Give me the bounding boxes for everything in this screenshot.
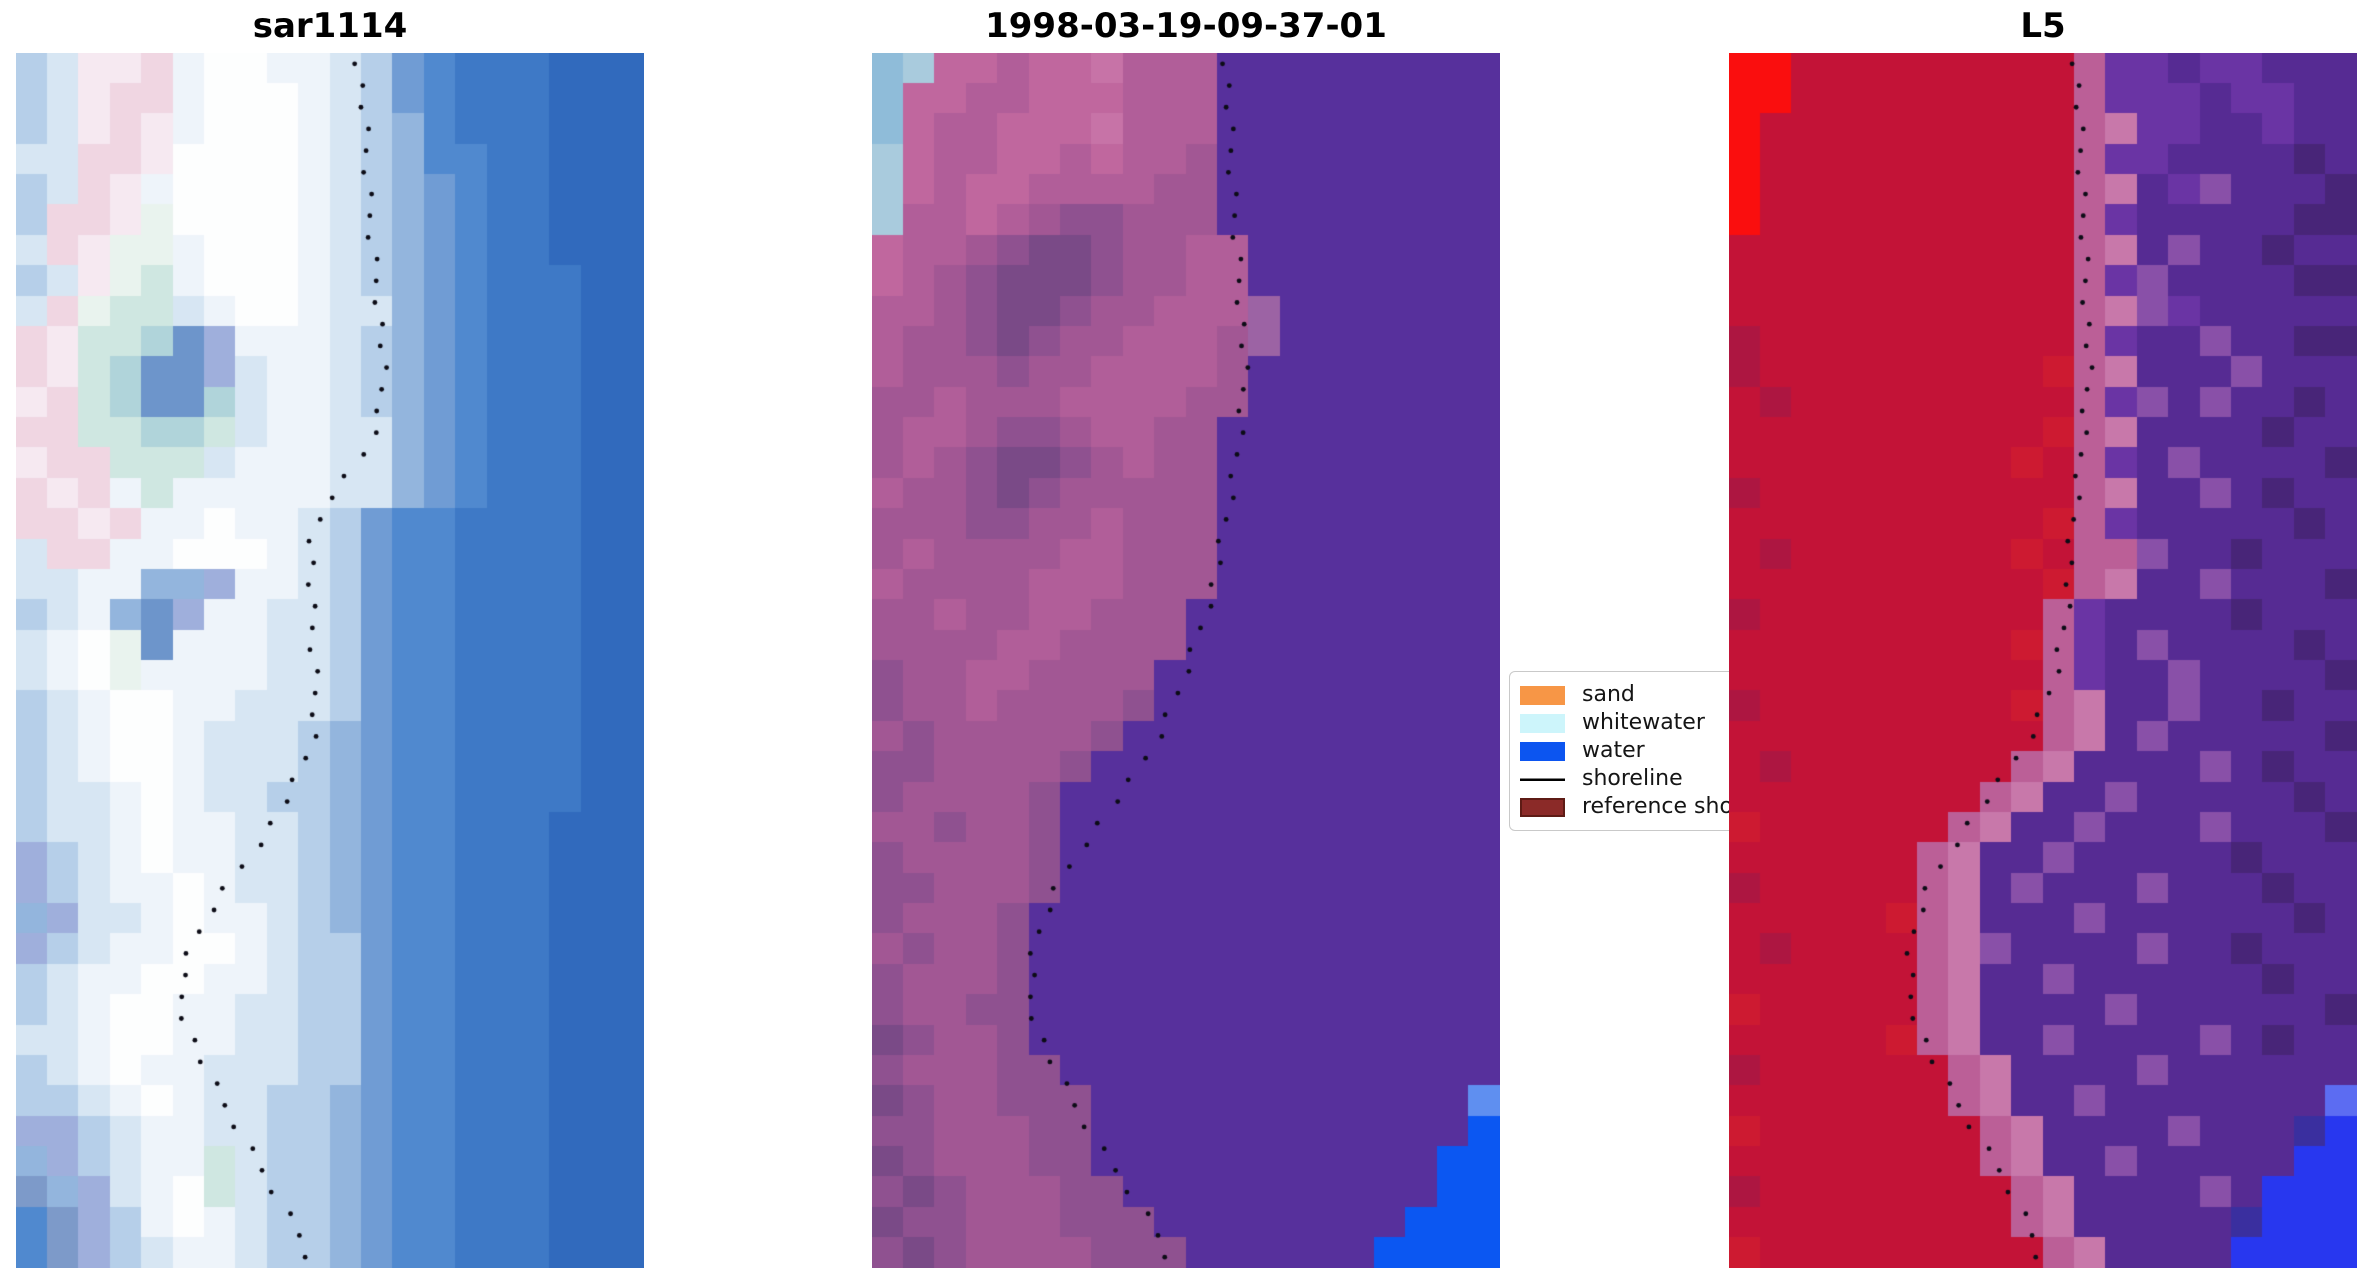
sand-swatch-icon [1520, 685, 1565, 705]
panel-image-classified [872, 53, 1500, 1268]
legend-label-whitewater: whitewater [1582, 710, 1705, 735]
water-swatch-icon [1520, 741, 1565, 761]
legend: sand whitewater water shoreline referenc… [1509, 671, 1795, 831]
legend-item-shoreline: shoreline [1520, 765, 1761, 793]
legend-label-shoreline: shoreline [1582, 766, 1683, 791]
panel-image-sar [16, 53, 644, 1268]
panel-image-l5 [1729, 53, 2357, 1268]
legend-item-reference-shoreline: reference shoreline [1520, 793, 1795, 821]
legend-label-water: water [1582, 738, 1645, 763]
shoreline-line-icon [1520, 769, 1565, 789]
legend-label-sand: sand [1582, 682, 1635, 707]
legend-item-water: water [1520, 737, 1761, 765]
legend-item-sand: sand [1520, 681, 1761, 709]
panel-title-l5: L5 [2020, 6, 2066, 46]
panel-title-date: 1998-03-19-09-37-01 [985, 6, 1387, 46]
reference-shoreline-swatch-icon [1520, 797, 1565, 817]
panel-title-sar1114: sar1114 [252, 6, 408, 46]
whitewater-swatch-icon [1520, 713, 1565, 733]
legend-item-whitewater: whitewater [1520, 709, 1761, 737]
